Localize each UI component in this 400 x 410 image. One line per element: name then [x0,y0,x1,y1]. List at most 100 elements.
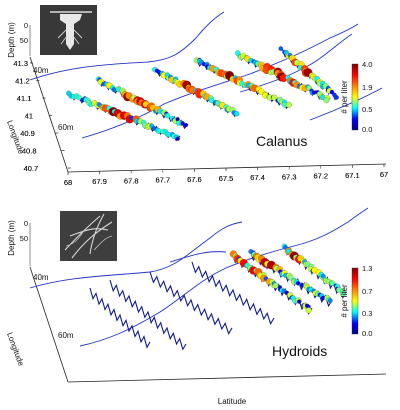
abundance-point [323,97,330,104]
longitude-tick: 41 [25,112,33,121]
latitude-tick: 67.6 [187,175,202,184]
abundance-point [285,101,292,108]
longitude-axis-line [29,56,69,173]
longitude-tick: 41.1 [17,94,32,103]
depth-tick: 0 [24,219,28,228]
abundance-point [271,94,278,101]
abundance-point [278,46,284,51]
depth-tick: 50 [20,234,28,243]
longitude-tick: 41.3 [13,59,28,68]
latitude-tick: 67.9 [92,177,107,186]
latitude-tick: 68 [64,178,72,187]
panel-title-hydroids: Hydroids [272,343,327,359]
latitude-ticks: 68 67.9 67.8 67.7 67.6 67.5 67.4 67.3 67.2 67.1 67 [64,164,388,187]
abundance-point [329,89,335,95]
latitude-tick: 67.6 [187,175,202,184]
latitude-tick: 67.5 [219,174,234,183]
latitude-tick: 67.3 [282,172,297,181]
latitude-axis-line [67,373,387,383]
latitude-tick: 67.7 [155,176,170,185]
colorbar-tick: 0.3 [362,309,372,318]
panel-hydroids: Depth (m) 0 50 41.3 41.2 41.1 41 40.9 40.8 40.… [5,59,388,406]
longitude-tick: 40.8 [22,147,37,156]
abundance-point [334,95,339,100]
latitude-tick: 67.8 [124,176,139,185]
abundance-point [297,299,302,304]
latitude-tick: 67.2 [313,172,328,181]
colorbar-tick: 1.9 [362,83,372,92]
longitude-tick: 40.9 [20,129,35,138]
longitude-tick: 41.3 [13,59,28,68]
abundance-point [183,122,188,128]
abundance-point [272,282,279,289]
latitude-tick: 67.7 [155,176,170,185]
depth-tick: 50 [20,36,28,45]
longitude-axis-label: Longitude [5,331,26,368]
longitude-tick: 41.2 [15,77,30,86]
abundance-point [175,136,180,141]
latitude-tick: 67.5 [219,174,234,183]
abundance-point [234,111,240,117]
latitude-tick: 67.4 [250,173,265,182]
latitude-tick: 67.2 [313,172,328,181]
depth-tick: 0 [24,21,28,30]
abundance-point [329,280,336,286]
panel-calanus: Depth (m) 0 50 41.3 41.2 41.1 41 40.9 40.8 40.… [5,5,388,187]
depth-axis-label: Depth (m) [7,220,16,256]
latitude-tick: 67 [380,170,388,179]
latitude-axis-line [67,163,387,173]
abundance-point [320,295,325,301]
latitude-tick: 67.4 [250,173,265,182]
abundance-point [164,112,171,119]
longitude-ticks: 41.3 41.2 41.1 41 40.9 40.8 40.7 [13,59,71,173]
abundance-point [305,307,312,314]
isobath-lines [29,207,369,347]
panel-title-calanus: Calanus [256,133,307,149]
abundance-point [340,291,346,298]
photo-hydroids [60,211,117,261]
abundance-point [258,88,265,95]
latitude-axis-label: Latitude [218,397,247,406]
isobath-label-40m: 40m [33,66,49,75]
transect-track [191,261,275,326]
colorbar-tick: 0.5 [362,105,372,114]
colorbar-tick: 0.7 [362,287,372,296]
longitude-tick: 40.7 [24,164,39,173]
latitude-tick: 68 [64,178,72,187]
colorbar-tick: 0.0 [362,329,372,338]
colorbar-label: # per liter [340,284,349,318]
latitude-tick: 67 [380,170,388,179]
transect-track [149,271,233,336]
abundance-point [327,298,333,304]
latitude-tick: 67.1 [345,171,360,180]
abundance-point [76,94,82,101]
abundance-point [311,90,317,95]
transect-track [89,287,151,349]
isobath-label-60m: 60m [58,123,74,132]
photo-calanus [40,5,97,55]
latitude-tick: 67.1 [345,171,360,180]
abundance-points [66,46,339,141]
latitude-tick: 67.9 [92,177,107,186]
latitude-tick: 67.8 [124,176,139,185]
isobath-label-40m: 40m [33,273,49,282]
longitude-tick: 40.9 [20,129,35,138]
longitude-tick: 40.8 [22,147,37,156]
colorbar-calanus: 4.0 1.9 0.5 0.0 # per liter [340,60,372,134]
longitude-axis-line [29,266,69,383]
colorbar-tick: 0.0 [362,125,372,134]
transect-track [109,279,187,351]
abundance-point [320,273,326,279]
abundance-points [229,243,346,314]
longitude-tick: 41.1 [17,94,32,103]
abundance-point [111,87,117,92]
longitude-tick: 40.7 [24,164,39,173]
depth-axis-label: Depth (m) [7,22,16,58]
latitude-tick: 67.3 [282,172,297,181]
colorbar-hydroids: 1.3 0.7 0.3 0.0 # per liter [340,264,372,338]
colorbar-tick: 4.0 [362,60,372,69]
transect-track [281,47,339,101]
transect-tracks [89,243,347,351]
longitude-tick: 41.2 [15,77,30,86]
